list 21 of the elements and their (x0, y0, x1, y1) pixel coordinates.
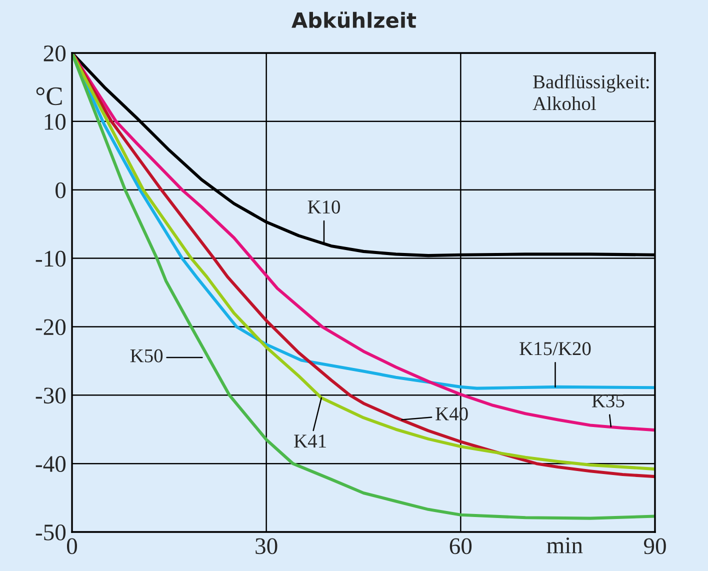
y-tick-label: -20 (36, 319, 66, 336)
x-tick-label: 60 (450, 538, 472, 554)
y-tick-label: 20 (44, 45, 66, 62)
y-tick-label: 10 (44, 114, 66, 130)
annotation: K41 (294, 434, 326, 448)
x-tick-label: 0 (66, 538, 78, 554)
annotation: Badflüssigkeit: Alkohol (532, 74, 649, 110)
annotation: K10 (308, 200, 340, 214)
y-tick-label: 0 (56, 182, 66, 198)
y-tick-label: -50 (36, 524, 66, 540)
y-axis-title: °C (36, 87, 62, 106)
x-tick-label: 90 (644, 538, 666, 554)
annotation: K50 (130, 349, 163, 362)
x-axis-title: min (546, 538, 583, 554)
annotation: K35 (592, 394, 624, 408)
y-tick-label: -40 (36, 456, 66, 472)
chart-title: Abkühlzeit (292, 12, 416, 28)
annotation: K15/K20 (520, 342, 591, 356)
x-tick-label: 30 (256, 538, 278, 554)
y-tick-label: -10 (36, 250, 66, 267)
y-tick-label: -30 (36, 388, 66, 404)
